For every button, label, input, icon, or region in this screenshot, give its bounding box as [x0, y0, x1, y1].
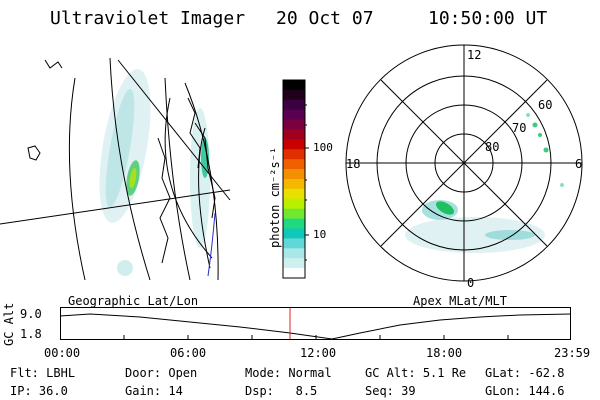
gain-readout: Gain: 14 — [125, 384, 183, 398]
dsp-label: Dsp: — [245, 384, 274, 398]
ip-value: 36.0 — [38, 384, 68, 398]
door-readout: Door: Open — [125, 366, 197, 380]
time-tick-1800: 18:00 — [426, 346, 463, 360]
altitude-tick-1: 1.8 — [20, 327, 42, 341]
colorbar-segment — [283, 258, 305, 269]
time-tick-2359: 23:59 — [554, 346, 591, 360]
glon-label: GLon: — [485, 384, 522, 398]
geo-panel-label: Geographic Lat/Lon — [68, 294, 199, 308]
colorbar-tick-10: 10 — [313, 228, 327, 241]
colorbar — [282, 79, 309, 279]
colorbar-segment — [283, 119, 305, 131]
altitude-tick-9: 9.0 — [20, 307, 42, 321]
altitude-plot — [59, 307, 572, 340]
mlt-label-12: 12 — [467, 48, 482, 62]
aurora-emission-geo — [99, 69, 210, 276]
gain-value: 14 — [168, 384, 183, 398]
colorbar-segment — [283, 248, 305, 259]
mode-label: Mode: — [245, 366, 282, 380]
dsp-value: 8.5 — [295, 384, 318, 398]
colorbar-tick-100: 100 — [313, 141, 333, 154]
polar-grid — [345, 44, 583, 282]
gain-label: Gain: — [125, 384, 162, 398]
colorbar-segment — [283, 139, 305, 150]
polar-plot — [345, 44, 583, 282]
polar-panel-label: Apex MLat/MLT — [413, 294, 507, 308]
door-value: Open — [168, 366, 198, 380]
colorbar-segment — [283, 208, 305, 220]
colorbar-segment — [283, 89, 305, 101]
mode-readout: Mode: Normal — [245, 366, 332, 380]
glat-readout: GLat: -62.8 — [485, 366, 564, 380]
gc-alt-label: GC Alt: — [365, 366, 416, 380]
glat-label: GLat: — [485, 366, 522, 380]
mlt-label-6: 6 — [575, 157, 583, 171]
date-label: 20 Oct 07 — [276, 8, 374, 29]
coastlines — [27, 59, 216, 264]
colorbar-segment — [283, 218, 305, 230]
time-tick-0000: 00:00 — [44, 346, 81, 360]
ip-readout: IP: 36.0 — [10, 384, 68, 398]
filter-label: Flt: — [10, 366, 39, 380]
geo-grid — [0, 57, 231, 281]
glon-value: 144.6 — [528, 384, 565, 398]
altitude-axis-label: GC Alt — [2, 302, 16, 346]
colorbar-segment — [283, 80, 305, 91]
gc-alt-readout: GC Alt: 5.1 Re — [365, 366, 466, 380]
time-tick-1200: 12:00 — [300, 346, 337, 360]
filter-readout: Flt: LBHL — [10, 366, 75, 380]
lat-label-70: 70 — [512, 121, 527, 135]
seq-readout: Seq: 39 — [365, 384, 416, 398]
filter-value: LBHL — [46, 366, 76, 380]
time-label: 10:50:00 UT — [428, 8, 548, 29]
lat-label-80: 80 — [485, 140, 500, 154]
colorbar-segment — [283, 159, 305, 170]
door-label: Door: — [125, 366, 162, 380]
colorbar-segment — [283, 169, 305, 180]
instrument-title: Ultraviolet Imager — [50, 8, 246, 29]
glat-value: -62.8 — [528, 366, 565, 380]
geographic-map — [0, 57, 231, 281]
colorbar-segment — [283, 268, 305, 279]
mlt-label-0: 0 — [467, 276, 475, 290]
colorbar-segment — [283, 109, 305, 121]
colorbar-unit-label: photon cm⁻²s⁻¹ — [268, 146, 282, 248]
colorbar-segment — [283, 99, 305, 111]
colorbar-segment — [283, 149, 305, 160]
ip-label: IP: — [10, 384, 32, 398]
colorbar-segment — [283, 129, 305, 140]
colorbar-segment — [283, 179, 305, 190]
time-tick-0600: 06:00 — [170, 346, 207, 360]
seq-label: Seq: — [365, 384, 394, 398]
gc-alt-value: 5.1 Re — [422, 366, 467, 380]
seq-value: 39 — [401, 384, 416, 398]
aurora-emission-polar — [405, 113, 564, 253]
colorbar-segment — [283, 238, 305, 249]
mlt-label-18: 18 — [346, 157, 361, 171]
dsp-readout: Dsp: 8.5 — [245, 384, 317, 398]
mode-value: Normal — [288, 366, 332, 380]
lat-label-60: 60 — [538, 98, 553, 112]
colorbar-segment — [283, 228, 305, 239]
colorbar-segment — [283, 188, 305, 200]
glon-readout: GLon: 144.6 — [485, 384, 564, 398]
colorbar-segment — [283, 198, 305, 210]
